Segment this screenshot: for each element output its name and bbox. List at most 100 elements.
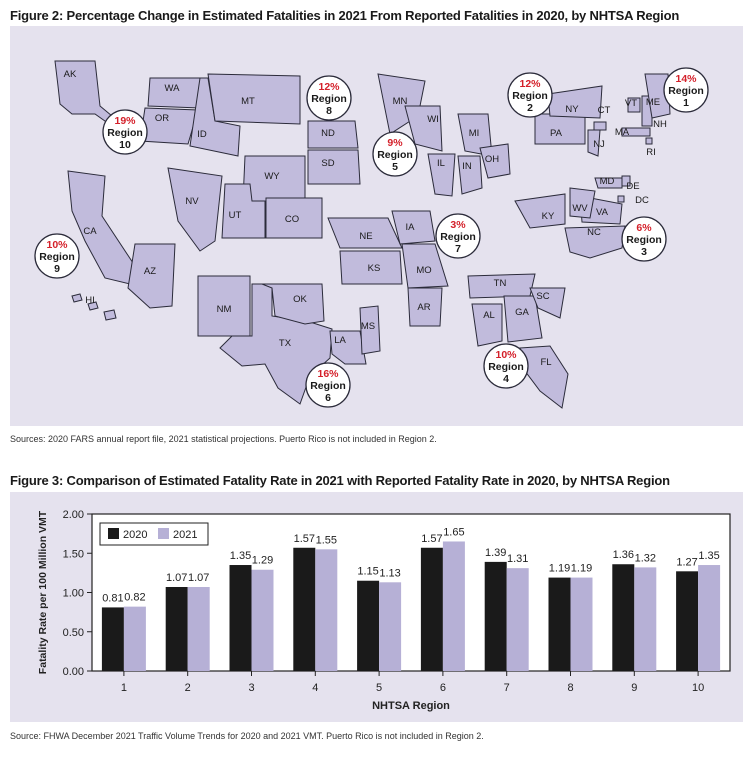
- legend-swatch-2020: [108, 528, 119, 539]
- state-label-nh: NH: [653, 119, 667, 130]
- state-mt: [207, 73, 301, 125]
- bar-2020-region-3: [229, 565, 252, 671]
- state-ok: [261, 283, 325, 325]
- region-percent: 16%: [317, 368, 339, 380]
- state-label-pa: PA: [550, 128, 563, 139]
- state-in: [457, 155, 483, 195]
- region-percent: 10%: [495, 349, 517, 361]
- y-tick-label: 1.50: [63, 548, 84, 560]
- state-ia: [391, 210, 436, 245]
- region-percent: 14%: [675, 73, 697, 85]
- state-ut: [221, 183, 266, 239]
- region-percent: 6%: [636, 222, 652, 234]
- state-label-me: ME: [646, 97, 660, 108]
- state-label-ca: CA: [83, 226, 97, 237]
- state-label-nv: NV: [185, 196, 199, 207]
- bar-2020-region-10: [676, 571, 699, 671]
- figure2-title: Figure 2: Percentage Change in Estimated…: [10, 8, 680, 23]
- x-axis-label: NHTSA Region: [372, 700, 450, 712]
- state-label-ak: AK: [64, 69, 77, 80]
- bar-2020-region-1: [101, 607, 124, 671]
- x-tick-label: 1: [121, 682, 127, 694]
- state-label-va: VA: [596, 207, 609, 218]
- state-label-tx: TX: [279, 338, 292, 349]
- data-label: 1.07: [166, 572, 187, 584]
- states-layer: AK WA OR ID MT ND SD WY NV UT CO CA AZ NM HI TX OK KS NE IA…: [54, 60, 671, 409]
- x-tick-label: 4: [312, 682, 318, 694]
- data-label: 1.19: [571, 563, 592, 575]
- bar-2021-region-3: [251, 569, 274, 671]
- bar-2020-region-2: [165, 587, 188, 671]
- legend-label-2021: 2021: [173, 529, 197, 541]
- region-number: 2: [527, 102, 533, 114]
- state-label-wi: WI: [427, 114, 439, 125]
- region-word: Region: [39, 251, 75, 263]
- data-label: 1.13: [379, 567, 400, 579]
- state-nd: [307, 120, 359, 149]
- region-percent: 12%: [318, 81, 340, 93]
- state-al: [471, 303, 503, 347]
- data-label: 1.15: [357, 566, 378, 578]
- bar-2021-region-6: [442, 541, 465, 671]
- state-ny: [547, 85, 603, 119]
- region-number: 6: [325, 392, 331, 404]
- region-word: Region: [488, 361, 524, 373]
- state-ct: [593, 121, 607, 131]
- state-hi: [71, 293, 117, 321]
- region-percent: 19%: [114, 115, 136, 127]
- state-ne: [327, 217, 403, 249]
- state-label-or: OR: [155, 113, 169, 124]
- state-wv: [569, 187, 596, 219]
- data-label: 1.57: [294, 533, 315, 545]
- bar-2020-region-6: [420, 547, 443, 671]
- region-number: 7: [455, 243, 461, 255]
- x-tick-label: 8: [567, 682, 573, 694]
- bar-chart: 0.00 0.50 1.00 1.50 2.00 Fatality Rate per 10…: [37, 509, 731, 712]
- state-md: [594, 177, 623, 189]
- y-tick-label: 2.00: [63, 509, 84, 521]
- state-label-ks: KS: [368, 263, 381, 274]
- region-percent: 10%: [46, 239, 68, 251]
- legend-swatch-2021: [158, 528, 169, 539]
- state-ar: [407, 287, 443, 327]
- region-bubbles-layer: 14%Region112%Region26%Region310%Region49…: [34, 67, 709, 408]
- state-az: [127, 243, 176, 309]
- state-label-vt: VT: [625, 98, 637, 109]
- data-label: 1.35: [698, 550, 719, 562]
- state-ma: [621, 127, 651, 137]
- legend-label-2020: 2020: [123, 529, 147, 541]
- state-label-fl: FL: [540, 357, 551, 368]
- state-label-id: ID: [197, 129, 207, 140]
- bar-2021-region-4: [315, 549, 338, 671]
- data-label: 1.65: [443, 526, 464, 538]
- x-tick-label: 3: [248, 682, 254, 694]
- state-label-ma: MA: [615, 127, 630, 138]
- state-sd: [307, 149, 361, 185]
- state-label-mi: MI: [469, 128, 480, 139]
- data-label: 1.31: [507, 553, 528, 565]
- bar-2021-region-9: [634, 567, 657, 671]
- region-word: Region: [310, 380, 346, 392]
- state-mo: [401, 243, 449, 289]
- state-label-ms: MS: [361, 321, 375, 332]
- state-label-nj: NJ: [593, 139, 605, 150]
- bar-2020-region-4: [293, 547, 316, 671]
- y-tick-label: 0.50: [63, 627, 84, 639]
- state-label-la: LA: [334, 335, 346, 346]
- state-label-ny: NY: [565, 104, 579, 115]
- bar-2020-region-9: [612, 564, 635, 671]
- state-la: [329, 330, 367, 365]
- region-word: Region: [440, 231, 476, 243]
- data-label: 1.35: [230, 550, 251, 562]
- state-label-al: AL: [483, 310, 495, 321]
- data-label: 1.39: [485, 547, 506, 559]
- state-label-ky: KY: [542, 211, 555, 222]
- figure3-source: Source: FHWA December 2021 Traffic Volum…: [10, 731, 484, 741]
- region-number: 9: [54, 263, 60, 275]
- state-ca: [67, 170, 136, 285]
- data-label: 1.57: [421, 533, 442, 545]
- state-ms: [359, 305, 381, 355]
